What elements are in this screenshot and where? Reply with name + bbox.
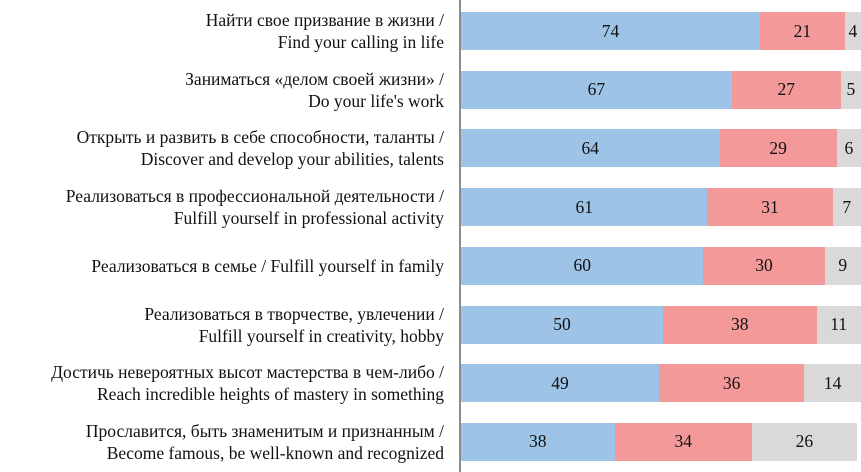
series-1-bar: 61: [461, 188, 708, 227]
data-label: 49: [551, 372, 569, 393]
series-3-bar: 4: [844, 12, 861, 50]
data-label: 21: [793, 20, 812, 41]
series-1-bar: 74: [461, 12, 760, 50]
series-1-bar: 49: [461, 364, 659, 403]
category-label-line: Открыть и развить в себе способности, та…: [76, 127, 444, 148]
data-label: 14: [823, 372, 842, 393]
series-3-bar: 5: [840, 70, 861, 109]
data-label: 74: [601, 20, 620, 41]
data-label: 38: [529, 431, 547, 452]
data-label: 11: [830, 314, 848, 334]
series-2-bar: 27: [731, 70, 841, 109]
category-label: Прославится, быть знаменитым и признанны…: [86, 420, 444, 464]
category-label: Достичь невероятных высот мастерства в ч…: [51, 361, 444, 405]
category-label-line: Become famous, be well-known and recogni…: [106, 442, 444, 463]
series-3-bar: 11: [816, 305, 861, 344]
series-3-bar: 7: [832, 188, 861, 227]
category-label-line: Реализоваться в семье / Fulfill yourself…: [91, 255, 444, 276]
category-label-line: Реализоваться в творчестве, увлечении /: [144, 303, 444, 324]
data-label: 67: [587, 79, 606, 100]
series-3-bar: 6: [836, 129, 861, 168]
category-label-line: Реализоваться в профессиональной деятель…: [65, 186, 444, 207]
category-label: Реализоваться в семье / Fulfill yourself…: [91, 255, 444, 277]
series-2-bar: 36: [658, 364, 805, 403]
data-label: 9: [838, 255, 848, 276]
series-2-bar: 38: [663, 305, 817, 344]
category-label: Реализоваться в профессиональной деятель…: [66, 185, 444, 229]
data-label: 26: [795, 431, 814, 452]
category-label-line: Discover and develop your abilities, tal…: [140, 149, 444, 170]
series-2-bar: 34: [614, 422, 752, 461]
category-label: Реализоваться в творчестве, увлечении / F…: [144, 303, 444, 347]
data-label: 31: [761, 196, 779, 217]
data-label: 38: [731, 314, 749, 334]
category-label-line: Fulfill yourself in creativity, hobby: [198, 325, 444, 346]
series-1-bar: 67: [461, 70, 732, 109]
series-1-bar: 50: [461, 305, 663, 344]
series-3-bar: 9: [824, 246, 861, 285]
series-3-bar: 14: [804, 364, 861, 403]
category-label-line: Fulfill yourself in professional activit…: [173, 208, 444, 229]
data-label: 36: [722, 372, 741, 393]
data-label: 34: [674, 431, 692, 452]
category-label-line: Прославится, быть знаменитым и признанны…: [85, 420, 444, 441]
category-label-line: Find your calling in life: [277, 32, 444, 52]
data-label: 50: [553, 314, 571, 334]
category-label-line: Reach incredible heights of mastery in s…: [97, 384, 444, 405]
category-label-line: Достичь невероятных высот мастерства в ч…: [51, 362, 444, 383]
series-1-bar: 38: [461, 422, 615, 461]
category-label-line: Заниматься «делом своей жизни» /: [185, 68, 444, 89]
series-2-bar: 21: [759, 12, 845, 50]
data-label: 5: [846, 79, 856, 100]
category-label: Заниматься «делом своей жизни» / Do your …: [185, 68, 444, 112]
series-2-bar: 29: [719, 129, 837, 168]
category-label: Открыть и развить в себе способности, та…: [77, 126, 444, 170]
series-2-bar: 31: [707, 188, 833, 227]
data-label: 4: [848, 20, 858, 41]
data-label: 64: [581, 137, 600, 158]
data-label: 30: [755, 255, 773, 276]
data-label: 27: [777, 79, 795, 100]
data-label: 6: [844, 137, 854, 158]
data-label: 29: [769, 137, 787, 158]
category-label-line: Найти свое призвание в жизни /: [205, 10, 444, 30]
data-label: 61: [575, 196, 593, 217]
series-3-bar: 26: [751, 422, 857, 461]
data-label: 7: [842, 196, 852, 217]
category-label: Найти свое призвание в жизни / Find your …: [206, 9, 444, 53]
series-1-bar: 64: [461, 129, 720, 168]
category-axis-line: [459, 0, 461, 472]
data-label: 60: [573, 255, 591, 276]
series-1-bar: 60: [461, 246, 704, 285]
category-label-line: Do your life's work: [308, 90, 444, 111]
series-2-bar: 30: [703, 246, 825, 285]
